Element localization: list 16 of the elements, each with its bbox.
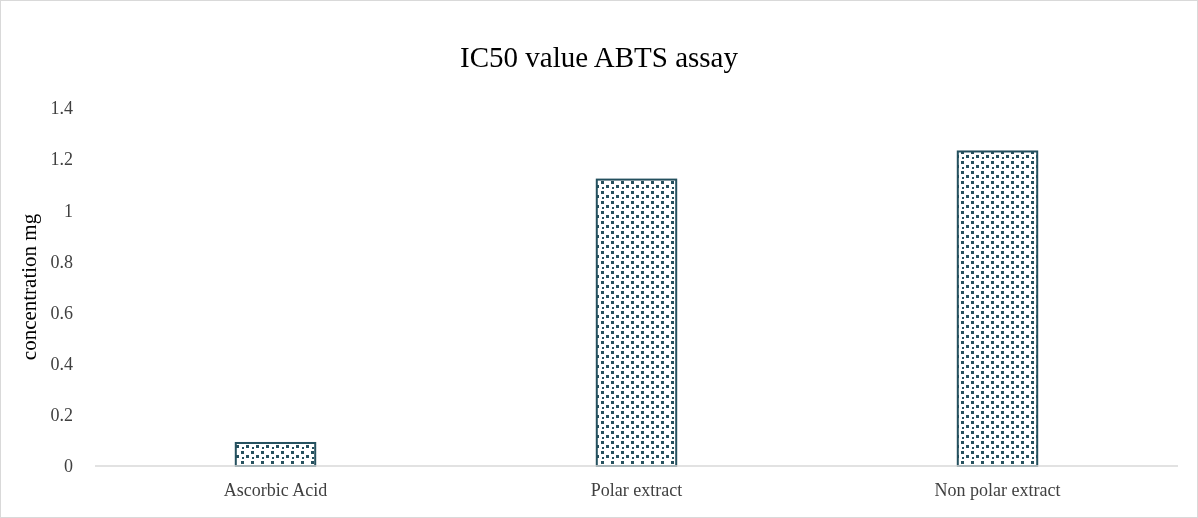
y-axis-title: concentration mg — [17, 213, 41, 361]
x-tick-label: Ascorbic Acid — [223, 480, 328, 500]
x-tick-label: Non polar extract — [934, 480, 1061, 500]
y-tick-label: 0.6 — [50, 302, 73, 323]
bar — [956, 150, 1039, 467]
y-tick-label: 0.4 — [50, 354, 73, 375]
y-tick-label: 0.2 — [50, 405, 73, 426]
y-tick-label: 1.2 — [50, 149, 73, 170]
y-tick-label: 1.4 — [50, 98, 73, 119]
bar — [234, 441, 317, 467]
y-tick-label: 0.8 — [50, 251, 73, 272]
x-tick-label: Polar extract — [590, 480, 683, 500]
y-tick-label: 1 — [64, 200, 73, 221]
y-tick-label: 0 — [64, 456, 73, 477]
bar — [595, 178, 678, 467]
chart-title: IC50 value ABTS assay — [460, 41, 739, 73]
